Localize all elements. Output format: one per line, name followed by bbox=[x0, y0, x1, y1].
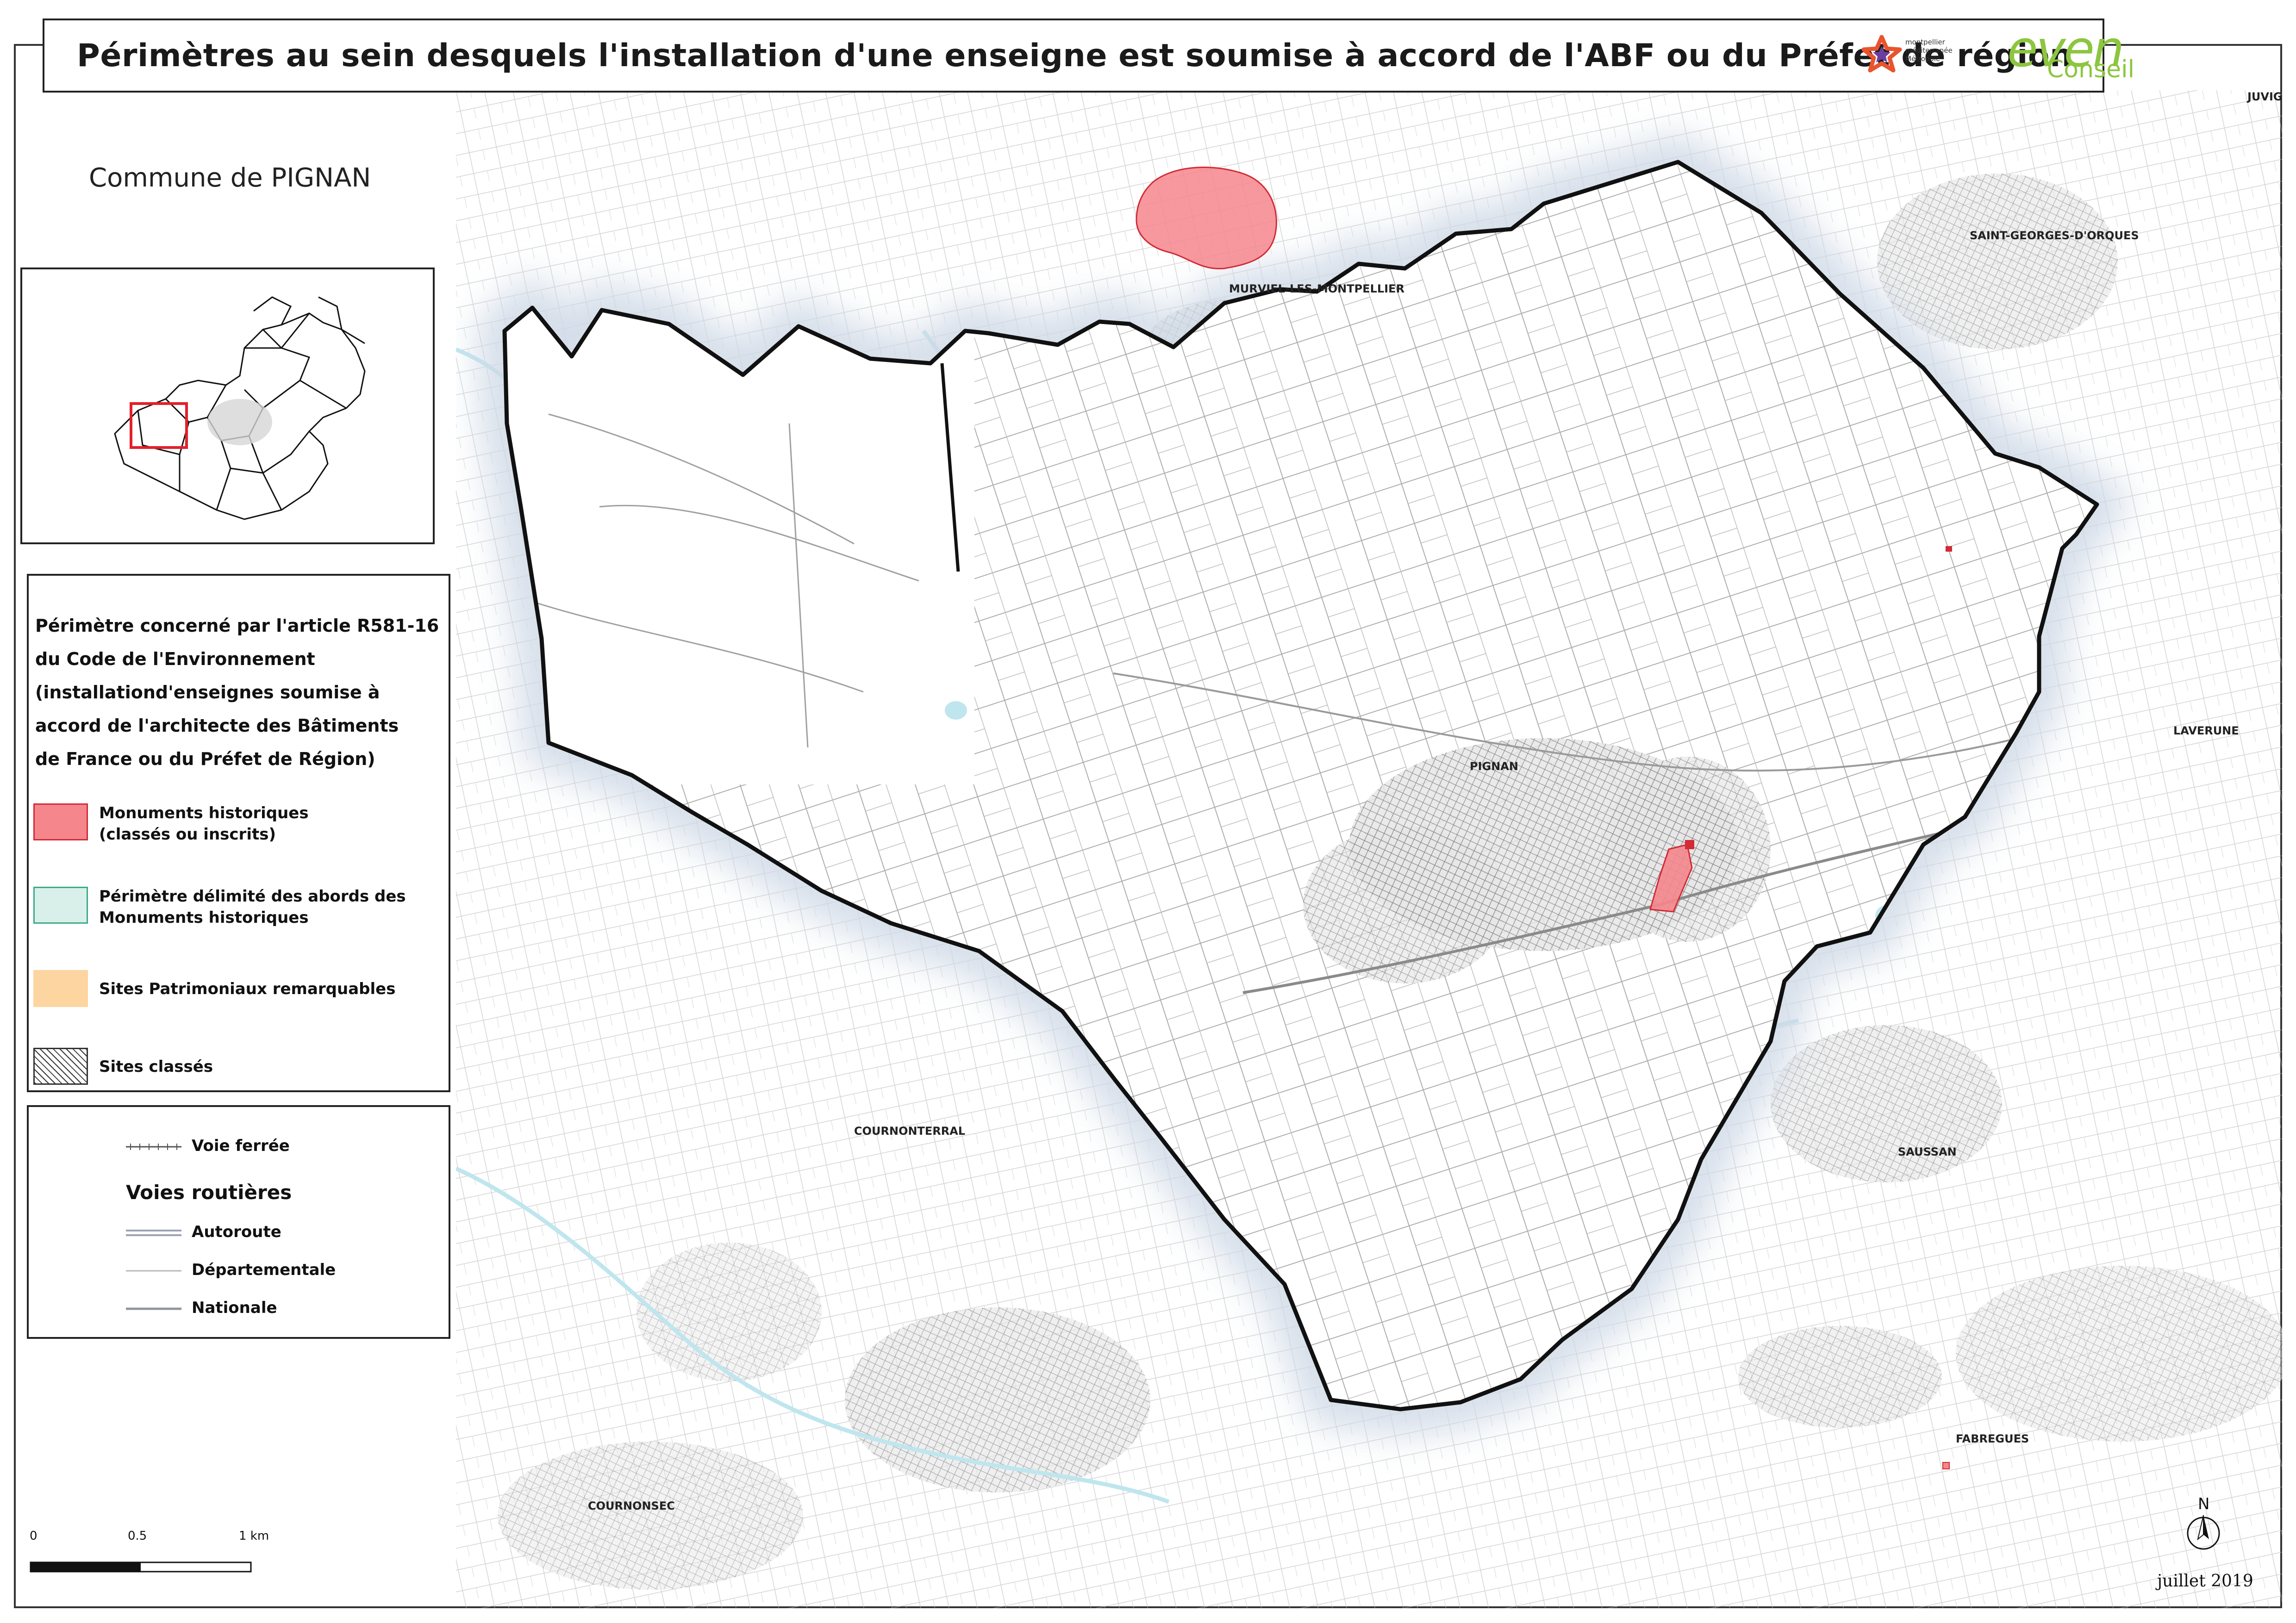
railway-symbol bbox=[126, 1144, 181, 1150]
legend-railway: Voie ferrée bbox=[192, 1137, 290, 1155]
neighbour-urban-areas bbox=[498, 174, 2289, 1590]
scale-bar-graphic bbox=[30, 1561, 252, 1573]
monuments-historiques[interactable] bbox=[1136, 167, 1952, 1469]
compass-icon bbox=[2187, 1515, 2220, 1550]
monument-murviel[interactable] bbox=[1136, 167, 1277, 270]
autoroute-symbol bbox=[126, 1230, 181, 1236]
legend-item-line: Sites Patrimoniaux remarquables bbox=[99, 980, 396, 998]
legend-item-line: Périmètre délimité des abords des bbox=[99, 887, 406, 906]
legend-swatch-monuments bbox=[33, 803, 88, 840]
legend-item-abords: Périmètre délimité des abords des Monume… bbox=[99, 886, 406, 928]
legend-heading-line: Périmètre concerné par l'article R581-16 bbox=[35, 616, 439, 636]
north-label: N bbox=[2198, 1495, 2210, 1513]
monument-pignan-dot[interactable] bbox=[1685, 840, 1694, 849]
map-date: juillet 2019 bbox=[2157, 1572, 2253, 1591]
montpellier-metropole-logo: montpellier méditerranée Métropole bbox=[1861, 24, 1972, 84]
nationale-symbol bbox=[126, 1307, 181, 1310]
place-juvignac: JUVIG bbox=[2247, 90, 2283, 103]
legend-item-line: Monuments historiques bbox=[99, 908, 309, 927]
legend-swatch-sites-patrimoniaux bbox=[33, 970, 88, 1007]
locator-boundaries bbox=[114, 296, 366, 520]
locator-map bbox=[114, 296, 366, 520]
scale-tick-05: 0.5 bbox=[128, 1529, 147, 1543]
legend-item-line: Sites classés bbox=[99, 1057, 213, 1076]
place-cournonterral: COURNONTERRAL bbox=[854, 1125, 966, 1138]
locator-inset bbox=[20, 267, 435, 544]
even-logo-word: even bbox=[2007, 20, 2124, 78]
departementale-symbol bbox=[126, 1270, 181, 1272]
montpellier-logo-text: montpellier méditerranée Métropole bbox=[1905, 38, 1953, 63]
legend-item-line: Monuments historiques bbox=[99, 804, 309, 822]
legend-perimeters: Périmètre concerné par l'article R581-16… bbox=[27, 574, 450, 1092]
legend-swatch-abords bbox=[33, 887, 88, 924]
even-conseil-logo: even Conseil bbox=[2004, 20, 2134, 87]
place-cournonsec: COURNONSEC bbox=[588, 1499, 675, 1512]
legend-item-sites-patrimoniaux: Sites Patrimoniaux remarquables bbox=[99, 978, 395, 1000]
legend-item-sites-classes: Sites classés bbox=[99, 1056, 213, 1077]
place-pignan: PIGNAN bbox=[1470, 760, 1518, 773]
legend-nationale: Nationale bbox=[192, 1299, 277, 1317]
locator-urban bbox=[207, 399, 272, 445]
commune-label: Commune de PIGNAN bbox=[89, 163, 371, 193]
monument-small-ne[interactable] bbox=[1946, 546, 1952, 552]
legend-roads-heading: Voies routières bbox=[126, 1181, 292, 1204]
scale-bar: 0 0.5 1 km bbox=[30, 1529, 280, 1580]
monument-fabregues[interactable] bbox=[1942, 1462, 1950, 1469]
legend-swatch-sites-classes bbox=[33, 1048, 88, 1085]
place-murviel: MURVIEL-LES-MONTPELLIER bbox=[1229, 282, 1405, 295]
legend-network: Voie ferrée Voies routières Autoroute Dé… bbox=[27, 1105, 450, 1339]
boundary-spur bbox=[940, 363, 960, 572]
legend-autoroute: Autoroute bbox=[192, 1223, 281, 1241]
legend-heading-line: (installationd'enseignes soumise à bbox=[35, 682, 380, 703]
legend-item-line: (classés ou inscrits) bbox=[99, 825, 276, 844]
north-arrow: N bbox=[2185, 1495, 2222, 1560]
legend-departementale: Départementale bbox=[192, 1261, 336, 1279]
place-laverune: LAVERUNE bbox=[2173, 724, 2239, 737]
scale-tick-0: 0 bbox=[30, 1529, 37, 1543]
logo-line-2: méditerranée bbox=[1905, 46, 1953, 55]
place-fabregues: FABREGUES bbox=[1956, 1432, 2029, 1445]
place-saint-georges: SAINT-GEORGES-D'ORQUES bbox=[1970, 229, 2139, 242]
locator-pignan-frame bbox=[130, 402, 188, 449]
legend-heading-line: du Code de l'Environnement bbox=[35, 649, 315, 669]
map-title: Périmètres au sein desquels l'installati… bbox=[77, 37, 2073, 74]
logo-line-1: montpellier bbox=[1905, 38, 1945, 46]
even-logo-sub: Conseil bbox=[2047, 56, 2135, 83]
star-icon bbox=[1861, 35, 1902, 73]
legend-heading-line: de France ou du Préfet de Région) bbox=[35, 749, 375, 769]
place-saussan: SAUSSAN bbox=[1898, 1145, 1957, 1158]
logo-line-3: Métropole bbox=[1905, 55, 1940, 63]
legend-heading: Périmètre concerné par l'article R581-16… bbox=[35, 609, 447, 776]
legend-heading-line: accord de l'architecte des Bâtiments bbox=[35, 715, 399, 736]
map-canvas[interactable]: MURVIEL-LES-MONTPELLIER SAINT-GEORGES-D'… bbox=[455, 90, 2289, 1608]
scale-tick-1km: 1 km bbox=[239, 1529, 269, 1543]
commune-boundary[interactable] bbox=[502, 160, 2099, 1412]
map-title-box: Périmètres au sein desquels l'installati… bbox=[43, 19, 2104, 93]
map-svg bbox=[455, 90, 2289, 1608]
legend-item-monuments: Monuments historiques (classés ou inscri… bbox=[99, 802, 309, 845]
